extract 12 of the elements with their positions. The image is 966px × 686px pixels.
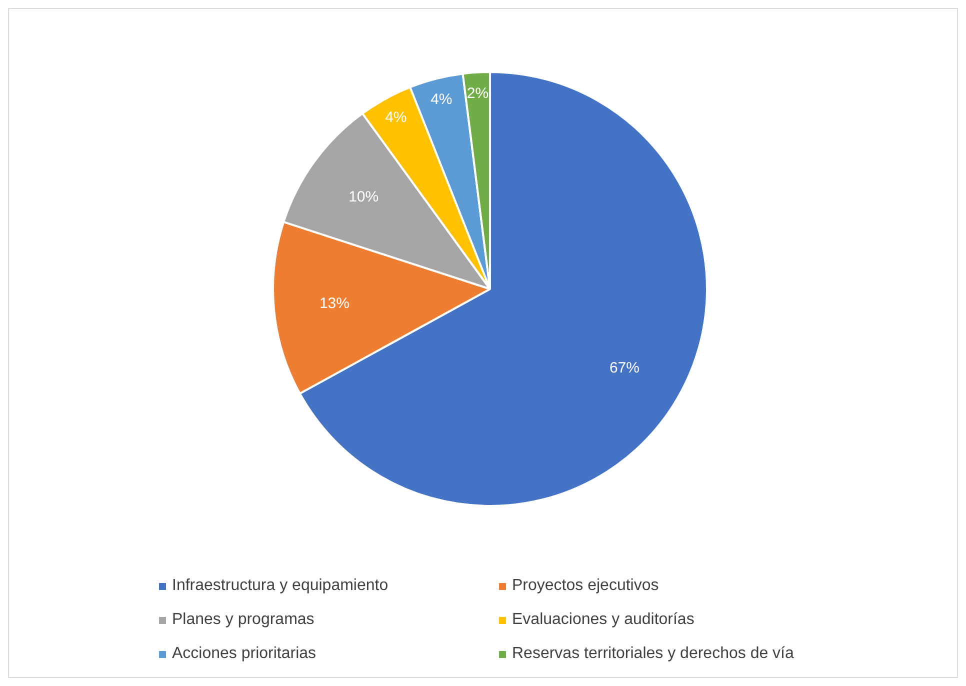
- data-label: 4%: [385, 109, 407, 126]
- legend-label: Planes y programas: [172, 611, 314, 629]
- legend-label: Evaluaciones y auditorías: [512, 611, 694, 629]
- legend-label: Infraestructura y equipamiento: [172, 577, 388, 595]
- legend-label: Acciones prioritarias: [172, 645, 316, 663]
- legend-label: Reservas territoriales y derechos de vía: [512, 645, 794, 663]
- data-label: 13%: [319, 294, 350, 312]
- data-label: 10%: [348, 188, 379, 206]
- data-label: 4%: [430, 90, 452, 108]
- data-label: 2%: [466, 85, 489, 102]
- data-label: 67%: [609, 360, 640, 377]
- legend-label: Proyectos ejecutivos: [512, 577, 659, 595]
